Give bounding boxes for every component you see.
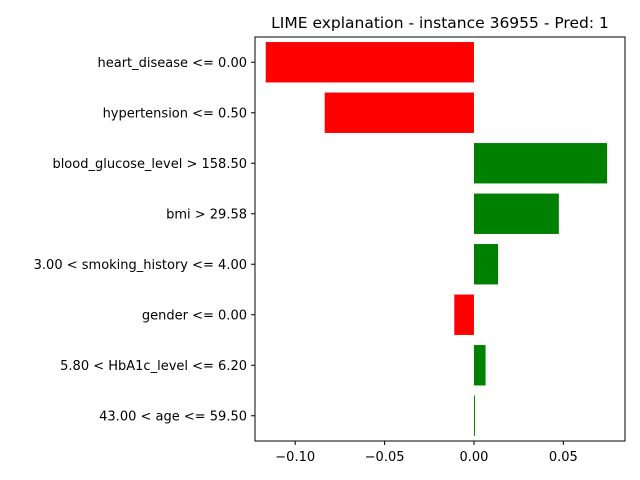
y-tick-label: blood_glucose_level > 158.50: [52, 157, 247, 172]
x-ticks: −0.10 −0.05 0.00 0.05: [275, 441, 578, 465]
y-tick-label: 43.00 < age <= 59.50: [99, 409, 247, 424]
bar: [324, 92, 474, 133]
bar: [265, 42, 474, 83]
x-tick-label: 0.05: [549, 450, 578, 465]
chart-title: LIME explanation - instance 36955 - Pred…: [271, 14, 609, 32]
x-tick-label: 0.00: [459, 450, 488, 465]
y-tick-labels: heart_disease <= 0.00 hypertension <= 0.5…: [34, 56, 255, 424]
y-tick-label: 3.00 < smoking_history <= 4.00: [34, 258, 247, 273]
bar: [473, 244, 499, 285]
bars-layer: [265, 42, 608, 436]
bar: [473, 395, 475, 436]
y-tick-label: heart_disease <= 0.00: [97, 56, 247, 71]
x-tick-label: −0.05: [365, 450, 405, 465]
y-tick-label: 5.80 < HbA1c_level <= 6.20: [60, 359, 247, 374]
bar: [454, 294, 474, 335]
bar: [473, 345, 486, 386]
y-tick-label: gender <= 0.00: [142, 308, 247, 323]
bar: [473, 143, 608, 184]
bar: [473, 193, 559, 234]
x-tick-label: −0.10: [275, 450, 315, 465]
y-tick-label: hypertension <= 0.50: [103, 106, 247, 121]
plot-frame: [254, 36, 626, 442]
y-tick-label: bmi > 29.58: [166, 207, 247, 222]
